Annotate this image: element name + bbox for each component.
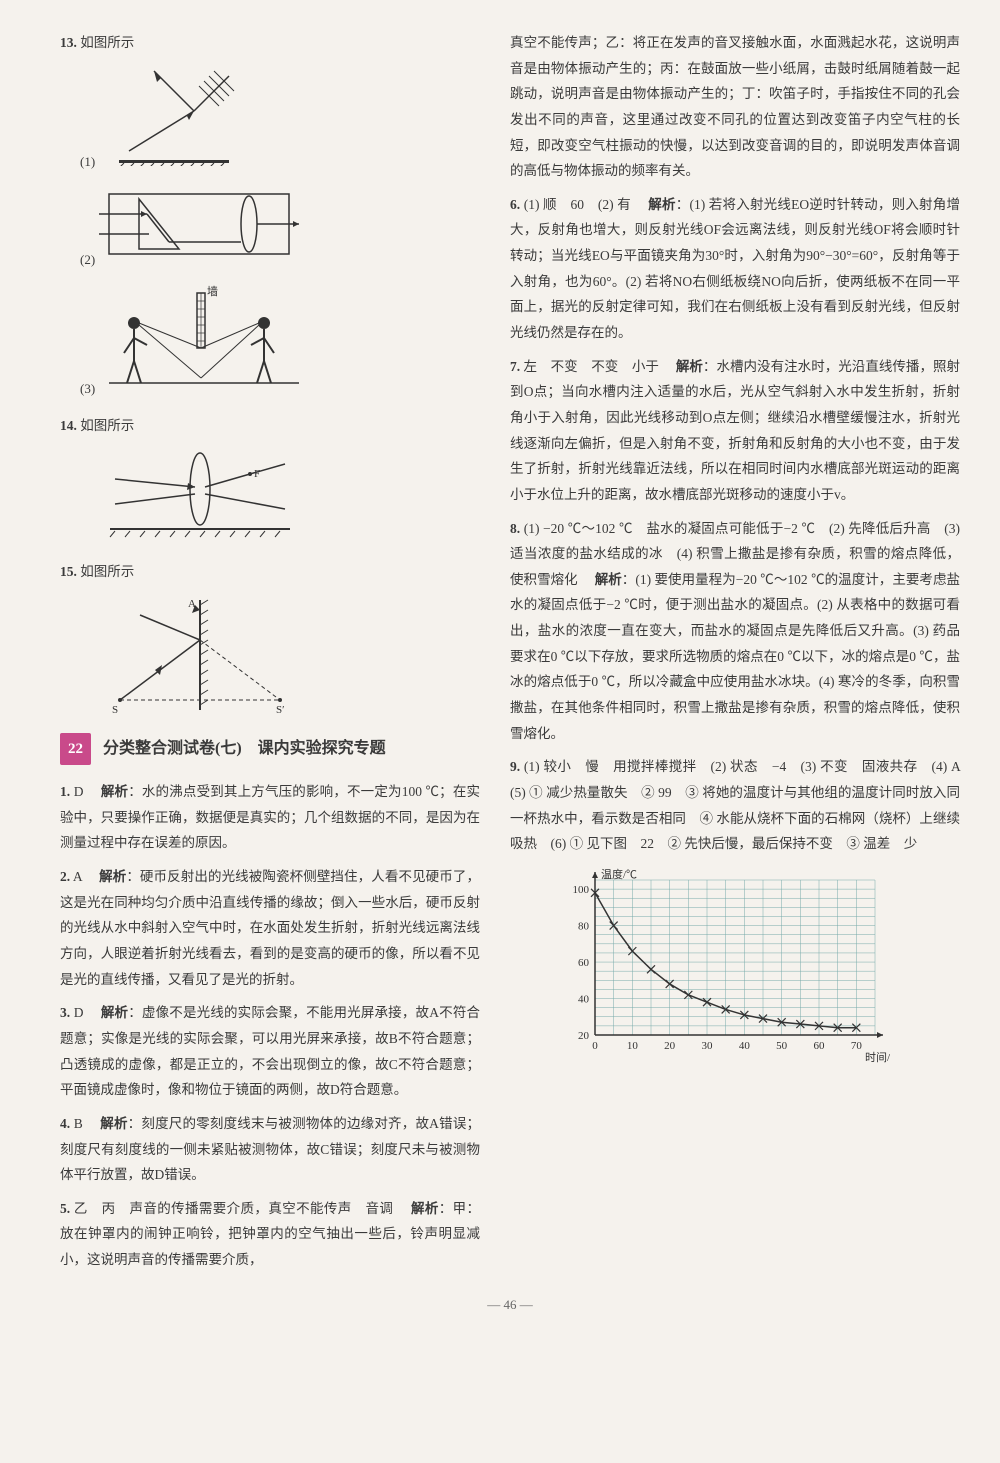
q14-text: 如图所示	[80, 418, 134, 433]
cooling-chart: 0 10 20 30 40 50 60 70 20 40 60 80 100 时间/min 温度/℃	[550, 865, 960, 1076]
wall-label: 墙	[207, 284, 218, 298]
q13-num: 13.	[60, 35, 77, 50]
svg-text:20: 20	[578, 1030, 590, 1042]
page-number: — 46 —	[60, 1293, 960, 1318]
svg-text:时间/min: 时间/min	[865, 1051, 890, 1064]
a1-num: 1.	[60, 784, 70, 799]
a8-num: 8.	[510, 521, 520, 536]
q13: 13. 如图所示	[60, 30, 480, 56]
svg-text:80: 80	[578, 920, 590, 932]
a5-ans: 乙 丙 声音的传播需要介质，真空不能传声 音调	[74, 1201, 393, 1216]
svg-text:60: 60	[814, 1040, 826, 1052]
f-label: F	[254, 468, 260, 480]
a3-num: 3.	[60, 1005, 70, 1020]
q13-figures: (1) (2)	[100, 66, 480, 404]
a4-letter: B	[74, 1116, 83, 1131]
a5-num: 5.	[60, 1201, 70, 1216]
a2-letter: A	[73, 869, 82, 884]
q13-text: 如图所示	[80, 35, 134, 50]
diagram-people-wall: 墙	[99, 283, 299, 393]
q15-text: 如图所示	[80, 564, 134, 579]
diagram-mirror: A S S′	[100, 595, 300, 715]
a5-cont-text: 真空不能传声；乙：将正在发声的音叉接触水面，水面溅起水花，这说明声音是由物体振动…	[510, 35, 960, 178]
S-label: S	[112, 704, 118, 715]
a5-cont: 真空不能传声；乙：将正在发声的音叉接触水面，水面溅起水花，这说明声音是由物体振动…	[510, 30, 960, 184]
diagram-lens: F	[100, 449, 300, 549]
svg-text:100: 100	[573, 884, 590, 896]
a6-ans: (1) 顺 60 (2) 有	[524, 197, 631, 212]
svg-text:60: 60	[578, 957, 590, 969]
section-badge: 22	[60, 733, 91, 766]
a8-text: ：(1) 要使用量程为−20 ℃～102 ℃的温度计，主要考虑盐水的凝固点低于−…	[510, 572, 960, 741]
a6-num: 6.	[510, 197, 520, 212]
svg-text:40: 40	[578, 993, 590, 1005]
q14-num: 14.	[60, 418, 77, 433]
fig3-label: (3)	[80, 381, 95, 396]
svg-text:40: 40	[739, 1040, 751, 1052]
a6-kw: 解析	[648, 197, 675, 212]
Sp-label: S′	[276, 704, 285, 715]
svg-text:50: 50	[776, 1040, 788, 1052]
a1-letter: D	[74, 784, 84, 799]
svg-text:温度/℃: 温度/℃	[601, 867, 637, 881]
a2: 2. A 解析：硬币反射出的光线被陶瓷杯侧壁挡住，人看不见硬币了，这是光在同种均…	[60, 864, 480, 992]
svg-text:10: 10	[627, 1040, 639, 1052]
a5-kw: 解析	[411, 1201, 439, 1216]
a8: 8. (1) −20 ℃～102 ℃ 盐水的凝固点可能低于−2 ℃ (2) 先降…	[510, 516, 960, 747]
a7: 7. 左 不变 不变 小于 解析：水槽内没有注水时，光沿直线传播，照射到O点；当…	[510, 354, 960, 508]
svg-text:70: 70	[851, 1040, 863, 1052]
a1: 1. D 解析：水的沸点受到其上方气压的影响，不一定为100 ℃；在实验中，只要…	[60, 779, 480, 856]
a6: 6. (1) 顺 60 (2) 有 解析：(1) 若将入射光线EO逆时针转动，则…	[510, 192, 960, 346]
a7-num: 7.	[510, 359, 520, 374]
svg-text:30: 30	[702, 1040, 714, 1052]
q15-num: 15.	[60, 564, 77, 579]
svg-text:0: 0	[592, 1040, 598, 1052]
a3-letter: D	[74, 1005, 84, 1020]
section-head: 22 分类整合测试卷(七) 课内实验探究专题	[60, 733, 480, 766]
section-title: 分类整合测试卷(七) 课内实验探究专题	[103, 740, 386, 757]
a7-text: ：水槽内没有注水时，光沿直线传播，照射到O点；当向水槽内注入适量的水后，光从空气…	[510, 359, 960, 502]
a1-kw: 解析	[101, 784, 128, 799]
a8-kw: 解析	[595, 572, 622, 587]
a4: 4. B 解析：刻度尺的零刻度线末与被测物体的边缘对齐，故A错误；刻度尺有刻度线…	[60, 1111, 480, 1188]
a6-text: ：(1) 若将入射光线EO逆时针转动，则入射角增大，反射角也增大，则反射光线OF…	[510, 197, 960, 340]
a9: 9. (1) 较小 慢 用搅拌棒搅拌 (2) 状态 −4 (3) 不变 固液共存…	[510, 754, 960, 857]
svg-text:20: 20	[664, 1040, 676, 1052]
a5: 5. 乙 丙 声音的传播需要介质，真空不能传声 音调 解析：甲：放在钟罩内的闹钟…	[60, 1196, 480, 1273]
a2-num: 2.	[60, 869, 70, 884]
q14: 14. 如图所示	[60, 413, 480, 439]
q15: 15. 如图所示	[60, 559, 480, 585]
a4-num: 4.	[60, 1116, 70, 1131]
a7-ans: 左 不变 不变 小于	[524, 359, 659, 374]
a2-kw: 解析	[99, 869, 126, 884]
a3: 3. D 解析：虚像不是光线的实际会聚，不能用光屏承接，故A不符合题意；实像是光…	[60, 1000, 480, 1103]
a7-kw: 解析	[676, 359, 703, 374]
diagram-reflection	[99, 66, 239, 166]
fig2-label: (2)	[80, 252, 95, 267]
diagram-prism-lens	[99, 184, 299, 264]
a9-num: 9.	[510, 759, 520, 774]
a4-kw: 解析	[100, 1116, 127, 1131]
a9-ans: (1) 较小 慢 用搅拌棒搅拌 (2) 状态 −4 (3) 不变 固液共存 (4…	[510, 759, 974, 851]
a2-text: ：硬币反射出的光线被陶瓷杯侧壁挡住，人看不见硬币了，这是光在同种均匀介质中沿直线…	[60, 869, 480, 987]
a3-kw: 解析	[101, 1005, 128, 1020]
fig1-label: (1)	[80, 154, 95, 169]
